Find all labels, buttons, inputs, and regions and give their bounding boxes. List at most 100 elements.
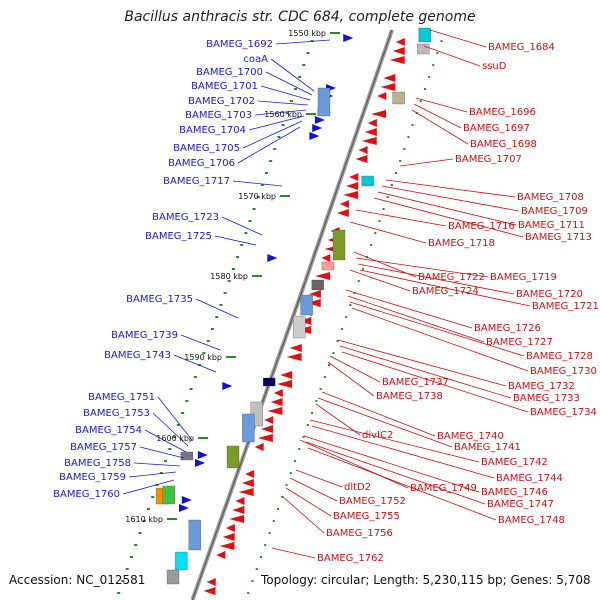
reverse-gene-arrow [389, 56, 405, 64]
forward-gene-arrow [181, 496, 192, 504]
reverse-gene-arrow [383, 74, 396, 82]
scale-tick [395, 172, 398, 174]
right-leader-line [413, 103, 462, 129]
gene-label-forward: BAMEG_1759 [59, 472, 126, 483]
gene-label-forward: BAMEG_1725 [145, 231, 212, 242]
left-leader-line [214, 235, 257, 246]
gene-label-reverse: ssuD [482, 61, 507, 72]
reverse-gene-arrow [361, 137, 377, 145]
gene-label-forward: BAMEG_1751 [88, 392, 155, 403]
right-leader-line [309, 419, 480, 463]
reverse-gene-arrow [232, 506, 245, 514]
left-leader-line [157, 396, 193, 441]
scale-tick [289, 472, 292, 474]
gene-label-reverse: BAMEG_1738 [376, 391, 443, 402]
left-leader-line [195, 298, 239, 319]
right-leader-line [329, 355, 381, 383]
right-leader-line [341, 351, 529, 413]
gene-label-reverse: BAMEG_1755 [333, 511, 400, 522]
scale-tick [240, 244, 244, 246]
right-leader-line [349, 269, 411, 292]
scale-tick [399, 160, 402, 162]
scale-tick [357, 280, 360, 282]
gene-label-forward: BAMEG_1723 [152, 212, 219, 223]
reverse-gene-arrow [235, 497, 245, 505]
scale-tick [215, 316, 219, 318]
scale-tick [374, 232, 377, 234]
gene-label-reverse: BAMEG_1726 [474, 323, 541, 334]
forward-gene-arrow [197, 451, 208, 459]
right-leader-line [285, 487, 332, 517]
scale-tick [386, 196, 389, 198]
right-leader-line [385, 179, 516, 198]
gene-label-reverse: BAMEG_1733 [513, 393, 580, 404]
left-leader-line [237, 126, 301, 164]
scale-tick [202, 352, 206, 354]
reverse-gene-arrow [229, 515, 245, 523]
scale-tick [294, 460, 297, 462]
scale-tick [172, 436, 176, 438]
reverse-gene-arrow [222, 533, 235, 541]
gene-label-reverse: BAMEG_1752 [339, 496, 406, 507]
scale-tick [272, 520, 275, 522]
gene-label-forward: BAMEG_1692 [206, 39, 273, 50]
left-leader-line [221, 216, 263, 236]
right-leader-line [349, 301, 525, 357]
scale-tick [298, 76, 302, 78]
reverse-gene-arrow [245, 470, 255, 478]
gene-label-reverse: BAMEG_1762 [317, 553, 384, 564]
scale-tick [349, 304, 352, 306]
scale-tick [206, 340, 210, 342]
reverse-gene-arrow [371, 110, 387, 118]
scale-tick [134, 544, 138, 546]
scale-tick [147, 508, 151, 510]
kbp-mark-label: 1560 kbp [264, 110, 302, 119]
scale-tick [302, 64, 306, 66]
scale-tick [361, 268, 364, 270]
right-leader-line [299, 439, 409, 489]
gene-label-reverse: BAMEG_1734 [530, 407, 597, 418]
scale-tick [138, 532, 142, 534]
scale-tick [252, 208, 256, 210]
feature-block [311, 279, 324, 291]
scale-tick [419, 100, 422, 102]
right-leader-line [399, 158, 454, 167]
gene-label-reverse: BAMEG_1697 [463, 123, 530, 134]
reverse-gene-arrow [321, 254, 331, 262]
gene-label-reverse: BAMEG_1707 [455, 154, 522, 165]
scale-tick [129, 556, 133, 558]
right-leader-line [339, 345, 512, 399]
reverse-gene-arrow [254, 443, 264, 451]
gene-label-reverse: BAMEG_1742 [481, 457, 548, 468]
feature-block [300, 294, 313, 316]
right-leader-line [345, 289, 473, 329]
reverse-gene-arrow [286, 353, 302, 361]
reverse-gene-arrow [225, 524, 235, 532]
left-leader-line [133, 462, 181, 467]
forward-gene-arrow [194, 459, 205, 467]
scale-tick [255, 568, 258, 570]
scale-tick [315, 400, 318, 402]
scale-tick [244, 232, 248, 234]
scale-tick [298, 448, 301, 450]
reverse-gene-arrow [349, 173, 359, 181]
gene-label-reverse: BAMEG_1749 [410, 483, 477, 494]
reverse-gene-arrow [238, 488, 254, 496]
reverse-gene-arrow [392, 47, 405, 55]
scale-tick [231, 268, 235, 270]
reverse-gene-arrow [219, 542, 235, 550]
scale-tick [264, 544, 267, 546]
reverse-gene-arrow [257, 434, 273, 442]
right-leader-line [315, 403, 361, 436]
right-leader-line [373, 197, 524, 238]
right-leader-line [307, 447, 497, 521]
right-leader-line [295, 469, 343, 488]
right-leader-line [311, 425, 495, 479]
scale-tick [319, 388, 322, 390]
left-leader-line [275, 39, 331, 45]
gene-label-forward: BAMEG_1735 [126, 294, 193, 305]
gene-label-reverse: BAMEG_1719 [490, 272, 557, 283]
scale-tick [227, 280, 231, 282]
gene-label-reverse: BAMEG_1720 [516, 289, 583, 300]
scale-tick [289, 100, 293, 102]
